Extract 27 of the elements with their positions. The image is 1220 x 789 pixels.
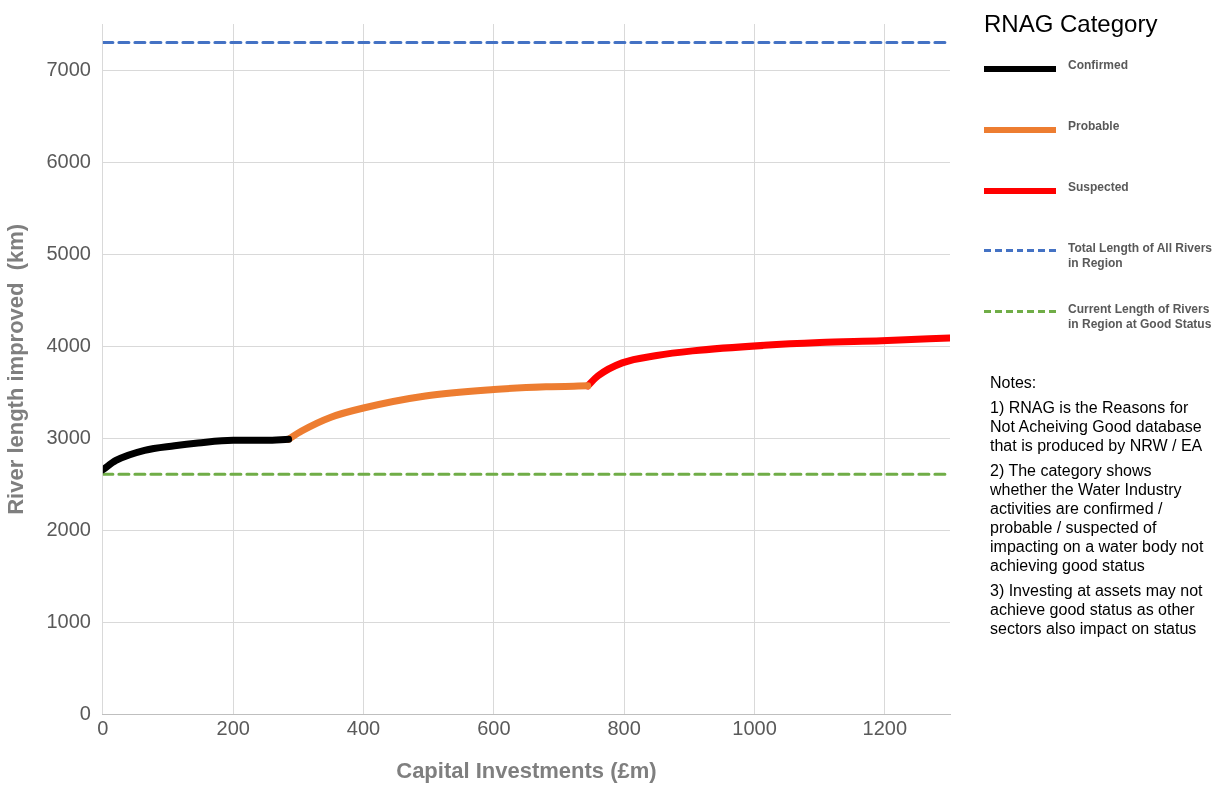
x-tick-label: 400 (346, 717, 381, 740)
x-tick-label: 600 (477, 717, 511, 740)
legend-title: RNAG Category (984, 10, 1159, 38)
y-tick-label: 1000 (46, 610, 91, 633)
x-tick-label: 1200 (862, 717, 908, 740)
y-tick-label: 7000 (46, 57, 91, 80)
legend-label: Current Length of Rivers in Region at Good Status (1068, 302, 1213, 332)
y-tick-label: 3000 (46, 425, 91, 448)
y-axis-title: River length improved (km) (3, 223, 29, 515)
y-tick-label: 0 (79, 702, 91, 725)
y-tick-label: 5000 (46, 241, 91, 264)
legend-label: Suspected (1068, 180, 1130, 195)
legend-label: Total Length of All Rivers in Region (1068, 241, 1213, 271)
y-tick-label: 6000 (46, 149, 91, 172)
legend-label: Probable (1068, 119, 1121, 134)
x-axis-title: Capital Investments (£m) (396, 757, 657, 783)
x-tick-label: 800 (607, 717, 641, 740)
text: 3) Investing at assets may not achieve good status as other sectors also impact on status (990, 581, 1204, 638)
text: Notes: (990, 373, 1038, 392)
x-tick-label: 200 (216, 717, 250, 740)
text: 1) RNAG is the Reasons for Not Acheiving Good database that is produced by NRW / EA (990, 398, 1204, 455)
x-tick-label: 1000 (732, 717, 777, 740)
legend-label: Confirmed (1068, 58, 1129, 73)
y-tick-label: 2000 (46, 517, 91, 540)
text: 2) The category shows whether the Water Industry activities are confirmed / probable / suspected of impacting on a water body not achieving good status (990, 461, 1205, 575)
y-tick-label: 4000 (46, 333, 91, 356)
x-tick-label: 0 (97, 717, 109, 740)
